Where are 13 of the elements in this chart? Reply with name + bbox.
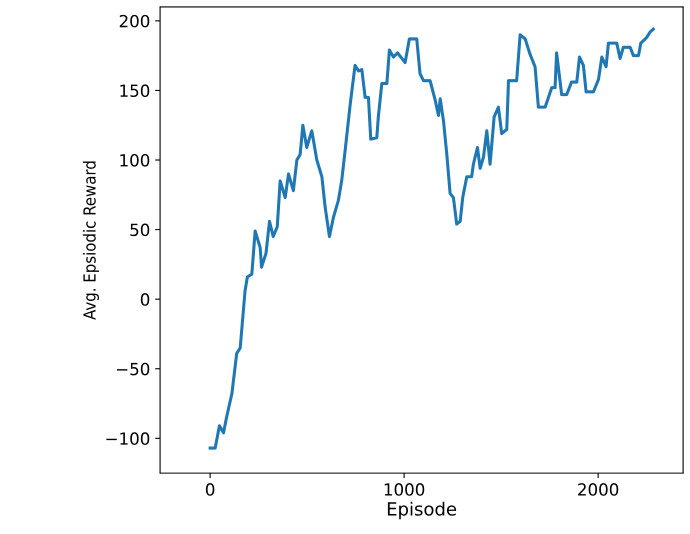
x-tick-label: 1000 — [384, 483, 424, 496]
y-tick-label: 150 — [120, 84, 150, 98]
y-tick-label: 0 — [140, 293, 150, 306]
y-tick-label: 50 — [130, 224, 150, 236]
y-tick-label: 200 — [120, 14, 150, 28]
y-tick-label: 100 — [120, 154, 150, 167]
x-axis-title: Episode — [388, 502, 456, 520]
y-tick-label: −50 — [116, 362, 150, 376]
y-axis-title: Avg. Epsiodic Reward — [82, 162, 100, 320]
line-series — [208, 28, 655, 450]
x-tick-label: 0 — [206, 483, 214, 496]
y-tick-label: −100 — [106, 432, 150, 445]
x-tick-label: 2000 — [578, 483, 618, 496]
